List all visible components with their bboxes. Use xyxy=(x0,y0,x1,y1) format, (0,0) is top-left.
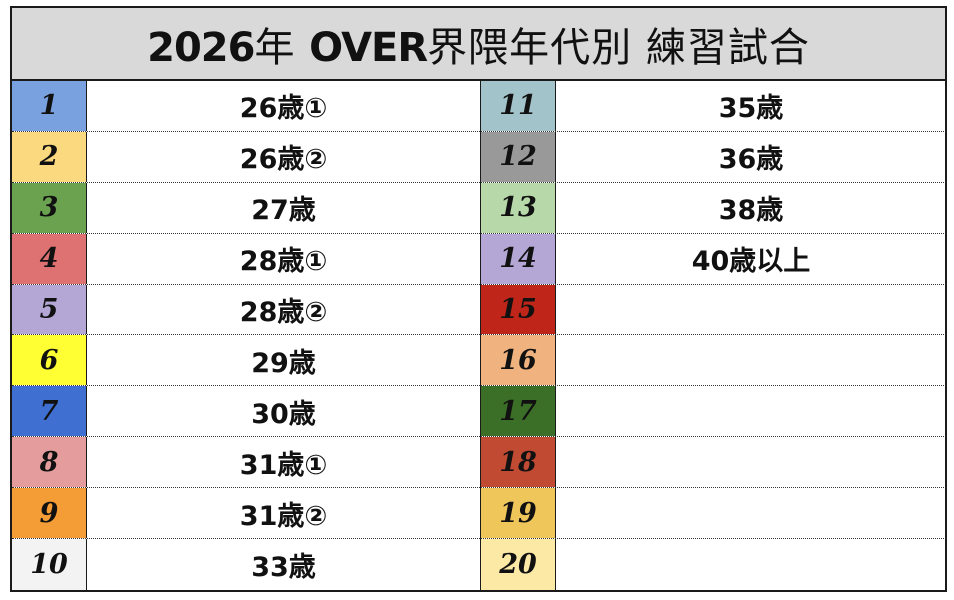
table-row: 20 xyxy=(481,539,946,590)
title-over: OVER xyxy=(309,24,428,71)
number-cell: 9 xyxy=(12,488,87,539)
number-cell: 5 xyxy=(12,284,87,335)
number-cell: 14 xyxy=(481,233,556,284)
age-group-label xyxy=(556,539,946,590)
number-cell: 6 xyxy=(12,335,87,386)
title-bar: 2026年 OVER界隈年代別 練習試合 xyxy=(12,8,945,81)
title-part-2: 界隈年代別 練習試合 xyxy=(427,24,810,71)
age-group-label: 27歳 xyxy=(251,195,316,227)
schedule-table: 2026年 OVER界隈年代別 練習試合 1 26歳① 2 26歳② 3 27歳 4 28歳①… xyxy=(10,6,947,592)
age-group-label: 36歳 xyxy=(718,144,784,176)
number-cell: 19 xyxy=(481,488,556,539)
number-cell: 4 xyxy=(12,233,87,284)
age-group-label xyxy=(556,285,946,335)
page-title: 2026年 OVER界隈年代別 練習試合 xyxy=(147,15,810,73)
age-group-label: 31歳① xyxy=(239,449,328,481)
title-year: 2026 xyxy=(147,24,255,71)
age-group-label: 33歳 xyxy=(251,551,316,583)
age-group-label: 40歳以上 xyxy=(691,246,811,278)
number-cell: 1 xyxy=(12,81,87,131)
number-cell: 20 xyxy=(481,539,556,590)
number-cell: 8 xyxy=(12,437,87,488)
number-cell: 10 xyxy=(12,539,87,590)
age-group-label: 26歳① xyxy=(239,93,328,125)
age-group-label xyxy=(556,488,946,538)
number-cell: 17 xyxy=(481,386,556,437)
table-row: 11 35歳 xyxy=(481,81,946,132)
table-row: 2 26歳② xyxy=(12,131,480,183)
table-row: 4 28歳① xyxy=(12,233,480,285)
title-part-1: 年 xyxy=(254,24,310,71)
age-group-label: 31歳② xyxy=(239,500,328,532)
age-group-label: 35歳 xyxy=(718,93,784,125)
table-row: 17 xyxy=(481,386,946,438)
table-row: 5 28歳② xyxy=(12,284,480,336)
number-cell: 18 xyxy=(481,437,556,488)
table-row: 13 38歳 xyxy=(481,182,946,234)
number-cell: 15 xyxy=(481,284,556,335)
number-cell: 11 xyxy=(481,81,556,131)
age-group-label xyxy=(556,335,946,385)
table-row: 12 36歳 xyxy=(481,131,946,183)
team-grid: 1 26歳① 2 26歳② 3 27歳 4 28歳① 5 28歳② 6 29歳 7 30歳 8 31歳① 9 31… xyxy=(12,81,946,590)
age-group-label: 28歳② xyxy=(239,297,328,328)
number-cell: 13 xyxy=(481,182,556,233)
age-group-label: 28歳① xyxy=(239,246,328,278)
table-row: 10 33歳 xyxy=(12,539,480,590)
right-column: 11 35歳 12 36歳 13 38歳 14 40歳以上 15 16 17 18 19 20 xyxy=(480,81,946,590)
table-row: 19 xyxy=(481,488,946,540)
table-row: 1 26歳① xyxy=(12,81,480,132)
left-column: 1 26歳① 2 26歳② 3 27歳 4 28歳① 5 28歳② 6 29歳 7 30歳 8 31歳① 9 31… xyxy=(12,81,480,590)
table-row: 8 31歳① xyxy=(12,437,480,489)
age-group-label xyxy=(556,437,946,487)
table-row: 6 29歳 xyxy=(12,335,480,387)
table-row: 9 31歳② xyxy=(12,488,480,540)
table-row: 18 xyxy=(481,437,946,489)
table-row: 14 40歳以上 xyxy=(481,233,946,285)
table-row: 7 30歳 xyxy=(12,386,480,438)
table-row: 3 27歳 xyxy=(12,182,480,234)
number-cell: 3 xyxy=(12,182,87,233)
number-cell: 12 xyxy=(481,131,556,182)
age-group-label: 26歳② xyxy=(239,144,328,176)
age-group-label xyxy=(556,386,946,436)
number-cell: 16 xyxy=(481,335,556,386)
table-row: 15 xyxy=(481,284,946,336)
age-group-label: 29歳 xyxy=(251,347,316,379)
number-cell: 7 xyxy=(12,386,87,437)
age-group-label: 38歳 xyxy=(718,195,784,227)
number-cell: 2 xyxy=(12,131,87,182)
age-group-label: 30歳 xyxy=(251,398,316,430)
table-row: 16 xyxy=(481,335,946,387)
